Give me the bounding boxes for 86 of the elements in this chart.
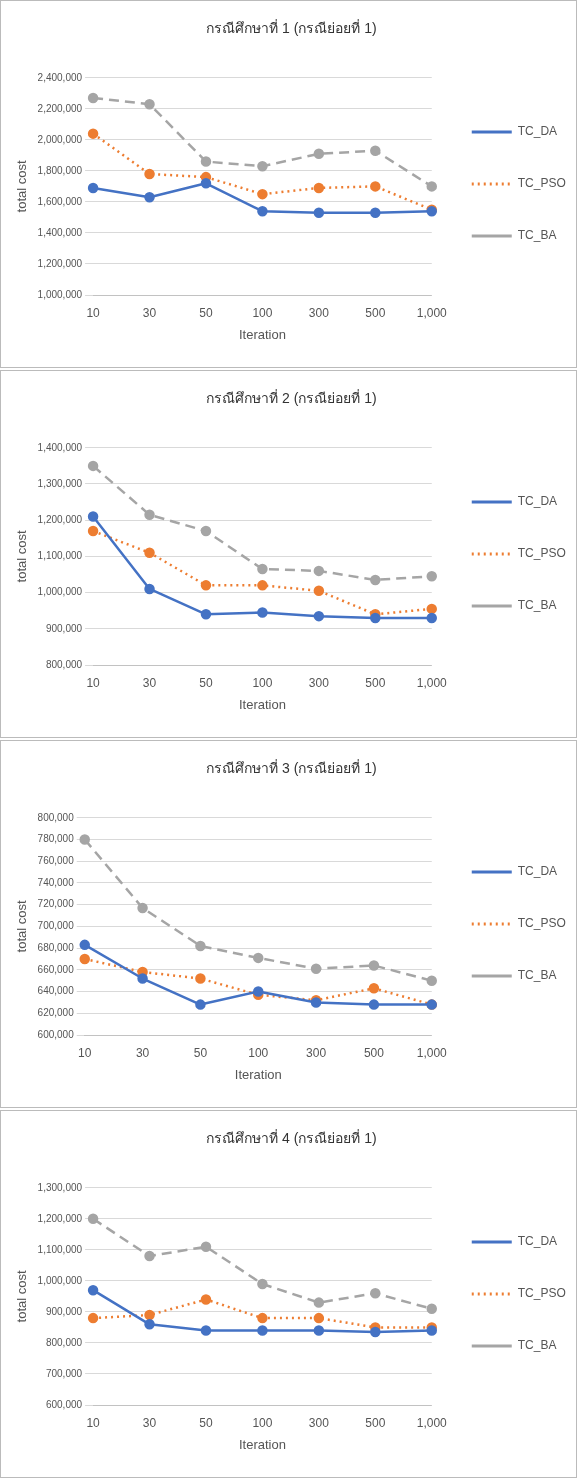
- y-tick-label: 1,300,000: [37, 1181, 83, 1193]
- y-tick-label: 740,000: [37, 876, 75, 888]
- chart-title: กรณีศึกษาที่ 2 (กรณีย่อยที่ 1): [206, 389, 377, 407]
- y-tick-label: 1,200,000: [37, 513, 83, 525]
- x-tick-label: 50: [199, 1415, 213, 1430]
- y-axis-title: total cost: [14, 530, 30, 583]
- x-tick-label: 30: [142, 675, 157, 690]
- x-tick-label: 500: [365, 1415, 386, 1430]
- y-axis-title: total cost: [14, 900, 30, 953]
- y-tick-label: 1,300,000: [37, 477, 83, 489]
- x-tick-label: 100: [252, 305, 273, 320]
- y-tick-label: 1,800,000: [37, 164, 83, 176]
- x-tick-label: 1,000: [416, 1415, 448, 1430]
- x-tick-label: 300: [308, 675, 330, 690]
- y-axis-title: total cost: [14, 160, 30, 213]
- legend-label: TC_BA: [517, 598, 557, 613]
- x-axis-title: Iteration: [234, 1066, 282, 1082]
- legend-label: TC_BA: [517, 228, 557, 243]
- y-tick-label: 600,000: [45, 1398, 83, 1410]
- legend-label: TC_BA: [517, 968, 557, 983]
- x-tick-label: 10: [86, 305, 101, 320]
- x-tick-label: 10: [86, 675, 101, 690]
- x-axis-title: Iteration: [238, 326, 286, 342]
- x-tick-label: 500: [363, 1045, 385, 1060]
- x-tick-label: 50: [199, 675, 213, 690]
- y-tick-label: 800,000: [45, 1336, 83, 1348]
- legend-label: TC_DA: [517, 864, 558, 879]
- y-tick-label: 900,000: [45, 1305, 83, 1317]
- y-tick-label: 800,000: [45, 658, 83, 670]
- y-tick-label: 1,000,000: [37, 288, 83, 300]
- legend-label: TC_PSO: [517, 176, 566, 191]
- y-tick-label: 1,200,000: [37, 257, 83, 269]
- y-tick-label: 1,000,000: [37, 586, 83, 598]
- x-tick-label: 10: [86, 1415, 101, 1430]
- x-tick-label: 300: [308, 1415, 330, 1430]
- x-tick-label: 50: [199, 305, 213, 320]
- y-tick-label: 900,000: [45, 622, 83, 634]
- y-tick-label: 680,000: [37, 941, 75, 953]
- y-tick-label: 1,600,000: [37, 195, 83, 207]
- y-tick-label: 760,000: [37, 854, 75, 866]
- y-tick-label: 2,400,000: [37, 71, 83, 83]
- chart-title: กรณีศึกษาที่ 3 (กรณีย่อยที่ 1): [206, 759, 377, 777]
- y-tick-label: 600,000: [37, 1028, 75, 1040]
- y-tick-label: 780,000: [37, 833, 75, 845]
- y-tick-label: 2,000,000: [37, 133, 83, 145]
- y-tick-label: 700,000: [45, 1367, 83, 1379]
- y-axis-title: total cost: [14, 1270, 30, 1323]
- legend-label: TC_PSO: [517, 546, 566, 561]
- x-tick-label: 1,000: [416, 1045, 448, 1060]
- x-axis-title: Iteration: [238, 696, 286, 712]
- x-tick-label: 100: [252, 675, 273, 690]
- x-tick-label: 100: [252, 1415, 273, 1430]
- y-tick-label: 1,000,000: [37, 1274, 83, 1286]
- y-tick-label: 1,400,000: [37, 441, 83, 453]
- y-tick-label: 640,000: [37, 985, 75, 997]
- legend-label: TC_DA: [517, 124, 558, 139]
- x-tick-label: 50: [193, 1045, 208, 1060]
- y-tick-label: 720,000: [37, 898, 75, 910]
- y-tick-label: 2,200,000: [37, 102, 83, 114]
- x-tick-label: 100: [248, 1045, 269, 1060]
- y-tick-label: 800,000: [37, 811, 75, 823]
- x-tick-label: 500: [365, 305, 386, 320]
- x-tick-label: 1,000: [416, 675, 448, 690]
- x-axis-title: Iteration: [238, 1436, 286, 1452]
- y-tick-label: 1,100,000: [37, 550, 83, 562]
- x-tick-label: 10: [78, 1045, 92, 1060]
- legend-label: TC_PSO: [517, 1286, 566, 1301]
- legend-label: TC_DA: [517, 494, 558, 509]
- legend-label: TC_DA: [517, 1234, 558, 1249]
- legend-label: TC_PSO: [517, 916, 566, 931]
- x-tick-label: 30: [135, 1045, 150, 1060]
- y-tick-label: 1,200,000: [37, 1212, 83, 1224]
- x-tick-label: 30: [142, 1415, 157, 1430]
- legend-label: TC_BA: [517, 1338, 557, 1353]
- x-tick-label: 300: [308, 305, 330, 320]
- y-tick-label: 660,000: [37, 963, 75, 975]
- y-tick-label: 700,000: [37, 920, 75, 932]
- chart-title: กรณีศึกษาที่ 1 (กรณีย่อยที่ 1): [206, 19, 377, 37]
- y-tick-label: 620,000: [37, 1007, 75, 1019]
- chart-title: กรณีศึกษาที่ 4 (กรณีย่อยที่ 1): [206, 1129, 377, 1147]
- x-tick-label: 30: [142, 305, 157, 320]
- x-tick-label: 500: [365, 675, 386, 690]
- x-tick-label: 1,000: [416, 305, 448, 320]
- x-tick-label: 300: [306, 1045, 327, 1060]
- y-tick-label: 1,100,000: [37, 1243, 83, 1255]
- y-tick-label: 1,400,000: [37, 226, 83, 238]
